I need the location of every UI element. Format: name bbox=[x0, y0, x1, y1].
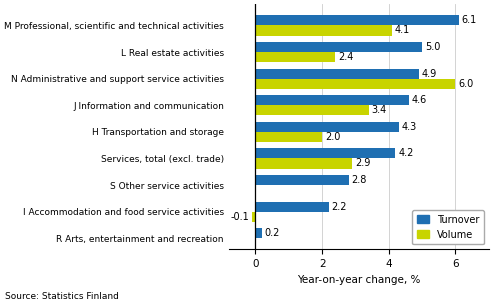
Bar bbox=[255, 68, 419, 79]
Bar bbox=[255, 42, 422, 52]
X-axis label: Year-on-year change, %: Year-on-year change, % bbox=[297, 275, 421, 285]
Bar bbox=[255, 228, 262, 238]
Text: 4.6: 4.6 bbox=[412, 95, 427, 105]
Text: 2.0: 2.0 bbox=[325, 132, 340, 142]
Text: 6.0: 6.0 bbox=[458, 79, 473, 89]
Bar bbox=[255, 132, 322, 142]
Bar bbox=[255, 158, 352, 168]
Text: 2.9: 2.9 bbox=[355, 158, 370, 168]
Bar bbox=[255, 26, 392, 36]
Bar bbox=[255, 175, 349, 185]
Legend: Turnover, Volume: Turnover, Volume bbox=[413, 210, 484, 244]
Text: 2.8: 2.8 bbox=[352, 175, 367, 185]
Text: 4.1: 4.1 bbox=[395, 26, 410, 36]
Bar bbox=[255, 79, 456, 89]
Bar bbox=[255, 52, 335, 62]
Bar bbox=[255, 148, 395, 158]
Text: 2.2: 2.2 bbox=[331, 202, 347, 212]
Text: 0.2: 0.2 bbox=[265, 228, 280, 238]
Bar bbox=[255, 105, 369, 115]
Text: 4.9: 4.9 bbox=[422, 69, 437, 78]
Text: 4.3: 4.3 bbox=[401, 122, 417, 132]
Text: Source: Statistics Finland: Source: Statistics Finland bbox=[5, 292, 119, 301]
Text: 6.1: 6.1 bbox=[461, 16, 477, 25]
Text: 3.4: 3.4 bbox=[371, 105, 387, 115]
Text: -0.1: -0.1 bbox=[231, 212, 249, 222]
Bar bbox=[252, 212, 255, 222]
Bar bbox=[255, 95, 409, 105]
Text: 5.0: 5.0 bbox=[425, 42, 440, 52]
Text: 4.2: 4.2 bbox=[398, 148, 414, 158]
Bar bbox=[255, 202, 329, 212]
Bar bbox=[255, 122, 399, 132]
Bar bbox=[255, 15, 459, 26]
Text: 2.4: 2.4 bbox=[338, 52, 353, 62]
